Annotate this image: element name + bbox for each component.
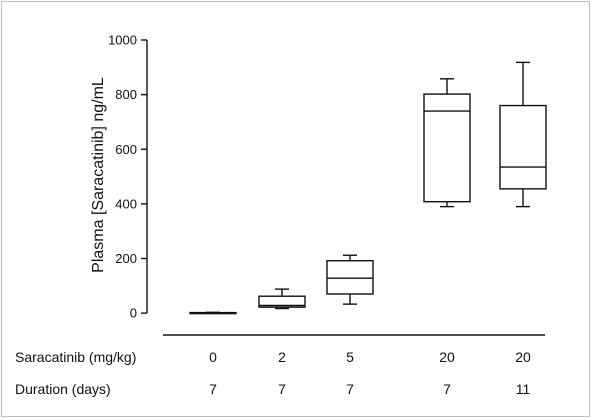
- y-tick-label: 600: [115, 142, 137, 157]
- box: [258, 295, 306, 308]
- row-value: 11: [516, 381, 531, 397]
- row-value: 7: [346, 381, 354, 397]
- row-value: 7: [209, 381, 217, 397]
- row-value: 20: [439, 349, 455, 365]
- box-group: [326, 254, 374, 305]
- box-group: [189, 311, 237, 315]
- boxes: [189, 61, 547, 315]
- y-tick-label: 200: [115, 251, 137, 266]
- row-label: Duration (days): [15, 381, 111, 397]
- y-tick-label: 1000: [108, 33, 137, 48]
- row-value: 2: [278, 349, 286, 365]
- box: [423, 93, 471, 203]
- box: [499, 104, 547, 190]
- y-axis-label: Plasma [Saracatinib] ng/mL: [90, 77, 107, 273]
- box-group: [423, 78, 471, 208]
- y-tick-label: 400: [115, 196, 137, 211]
- y-tick-label: 0: [130, 306, 137, 321]
- box-group: [499, 61, 547, 208]
- box-group: [258, 288, 306, 310]
- row-label: Saracatinib (mg/kg): [15, 349, 136, 365]
- row-value: 7: [443, 381, 451, 397]
- y-tick-label: 800: [115, 87, 137, 102]
- table-labels: Saracatinib (mg/kg) 0 2 5 20 20 Duration (days…: [15, 349, 531, 397]
- row-value: 20: [515, 349, 531, 365]
- row-value: 5: [346, 349, 354, 365]
- row-value: 0: [209, 349, 217, 365]
- box: [326, 260, 374, 295]
- axes: 0 200 400 600 800 1000: [108, 33, 545, 336]
- row-value: 7: [278, 381, 286, 397]
